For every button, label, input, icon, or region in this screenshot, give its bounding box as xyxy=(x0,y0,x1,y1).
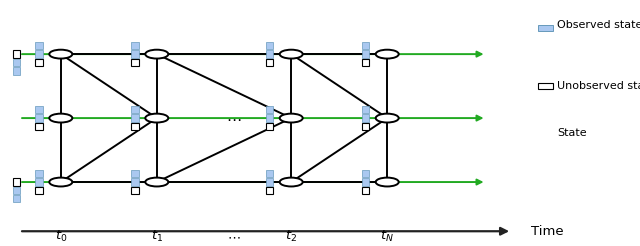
Bar xyxy=(13,67,20,75)
Bar xyxy=(35,123,43,130)
Bar xyxy=(362,114,369,122)
Bar xyxy=(131,123,139,130)
Bar xyxy=(362,42,369,49)
Bar xyxy=(131,178,139,186)
Text: Observed state: Observed state xyxy=(557,20,640,30)
Circle shape xyxy=(49,50,72,59)
Bar xyxy=(266,106,273,113)
Bar xyxy=(35,42,43,49)
Circle shape xyxy=(376,50,399,59)
Bar xyxy=(131,42,139,49)
Bar xyxy=(35,106,43,113)
Bar xyxy=(362,106,369,113)
Bar xyxy=(13,50,20,58)
Circle shape xyxy=(280,50,303,59)
Text: $t_2$: $t_2$ xyxy=(285,229,297,244)
Bar xyxy=(362,123,369,130)
Circle shape xyxy=(49,114,72,123)
Text: $\cdots$: $\cdots$ xyxy=(226,111,241,125)
Bar xyxy=(538,26,552,31)
Bar xyxy=(35,178,43,186)
Text: $t_0$: $t_0$ xyxy=(54,229,67,244)
Bar xyxy=(266,123,273,130)
Bar xyxy=(362,59,369,66)
Text: $\cdots$: $\cdots$ xyxy=(227,231,241,244)
Bar xyxy=(35,50,43,58)
Text: Unobserved state: Unobserved state xyxy=(557,81,640,91)
Bar xyxy=(266,50,273,58)
Bar xyxy=(131,59,139,66)
Text: Time: Time xyxy=(531,225,564,238)
Bar xyxy=(13,178,20,186)
Bar xyxy=(35,59,43,66)
Bar xyxy=(13,187,20,194)
Circle shape xyxy=(376,178,399,186)
Circle shape xyxy=(49,178,72,186)
Bar xyxy=(362,187,369,194)
Bar xyxy=(266,178,273,186)
Bar xyxy=(131,187,139,194)
Circle shape xyxy=(280,114,303,123)
Bar xyxy=(35,187,43,194)
Bar xyxy=(362,178,369,186)
Bar xyxy=(266,187,273,194)
Bar xyxy=(131,114,139,122)
Circle shape xyxy=(145,178,168,186)
Bar xyxy=(131,170,139,177)
Text: $t_1$: $t_1$ xyxy=(150,229,163,244)
Bar xyxy=(35,114,43,122)
Bar xyxy=(362,50,369,58)
Bar xyxy=(266,42,273,49)
Circle shape xyxy=(145,114,168,123)
Bar xyxy=(266,170,273,177)
Bar xyxy=(266,114,273,122)
Bar xyxy=(538,83,552,89)
Circle shape xyxy=(280,178,303,186)
Bar xyxy=(266,59,273,66)
Text: State: State xyxy=(557,128,586,138)
Bar xyxy=(362,170,369,177)
Circle shape xyxy=(376,114,399,123)
Circle shape xyxy=(145,50,168,59)
Text: $t_N$: $t_N$ xyxy=(380,229,394,244)
Bar xyxy=(35,170,43,177)
Bar xyxy=(131,50,139,58)
Bar xyxy=(13,195,20,202)
Bar xyxy=(13,59,20,66)
Bar xyxy=(131,106,139,113)
